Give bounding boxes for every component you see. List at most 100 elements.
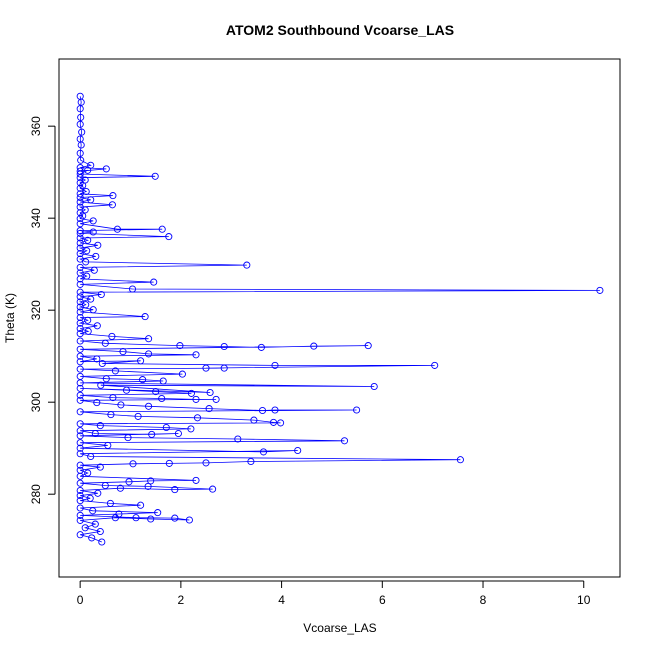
data-point (76, 227, 84, 235)
data-point (192, 351, 200, 359)
data-point (76, 337, 84, 345)
data-point (76, 427, 84, 435)
x-tick-label: 10 (577, 593, 591, 607)
data-point (234, 435, 242, 443)
data-point (596, 286, 604, 294)
data-point (88, 534, 96, 542)
data-point (340, 437, 349, 445)
data-point (76, 432, 84, 440)
data-point (116, 484, 124, 492)
data-point (96, 463, 104, 471)
data-point (106, 499, 114, 507)
data-point (176, 342, 184, 350)
data-point (84, 327, 92, 335)
data-point (87, 196, 95, 204)
data-point (93, 322, 101, 330)
data-point (158, 394, 166, 403)
data-point (243, 261, 251, 269)
data-point (111, 514, 119, 522)
data-point (76, 293, 84, 301)
data-point (76, 345, 84, 353)
data-point (76, 184, 84, 192)
chart-title: ATOM2 Southbound Vcoarse_LAS (226, 22, 454, 38)
data-point (165, 233, 173, 241)
data-point (206, 388, 214, 397)
data-point (76, 234, 84, 242)
data-point (132, 514, 140, 522)
data-point (76, 193, 84, 202)
data-point (76, 444, 84, 452)
data-point (76, 244, 84, 252)
data-point (76, 313, 84, 322)
data-point (145, 350, 153, 358)
data-point (104, 441, 112, 449)
data-point (137, 501, 145, 509)
data-point (84, 469, 92, 477)
data-point (76, 105, 84, 113)
data-point (257, 343, 265, 351)
data-point (150, 278, 158, 286)
data-point (89, 217, 97, 225)
data-point (109, 394, 117, 402)
data-point (76, 220, 84, 228)
data-point (76, 391, 84, 399)
data-point (187, 425, 195, 433)
data-point (76, 486, 84, 495)
data-point (171, 514, 179, 522)
data-point (108, 201, 116, 209)
data-point (109, 192, 117, 200)
data-point (82, 187, 90, 196)
data-point (107, 411, 115, 419)
data-point (171, 486, 179, 494)
data-point (431, 361, 439, 369)
data-point (77, 113, 85, 121)
data-point (187, 389, 195, 397)
data-point (456, 456, 464, 464)
data-point (77, 141, 85, 149)
plot-frame (58, 58, 621, 578)
data-point (87, 295, 95, 303)
data-point (101, 481, 109, 490)
data-point (247, 457, 255, 466)
data-point (76, 280, 84, 288)
data-point (294, 446, 302, 455)
data-point (86, 494, 94, 502)
data-point (145, 402, 153, 410)
data-point (144, 482, 152, 490)
data-point (76, 384, 84, 392)
data-point (76, 229, 84, 237)
data-point (115, 510, 123, 518)
data-point (76, 288, 84, 296)
data-point (134, 412, 142, 420)
x-axis-label: Vcoarse_LAS (303, 621, 376, 635)
data-point (94, 489, 102, 497)
data-point (76, 511, 84, 519)
data-point (353, 406, 361, 414)
data-point (76, 250, 84, 258)
data-point (76, 190, 84, 198)
data-point (271, 406, 279, 414)
data-point (97, 290, 105, 299)
data-point (209, 485, 217, 493)
data-point (76, 420, 84, 428)
data-point (76, 492, 84, 500)
data-point (90, 266, 98, 274)
data-point (220, 364, 228, 372)
data-point (145, 335, 153, 343)
data-point (76, 396, 84, 404)
data-point (147, 515, 155, 523)
x-tick-label: 2 (178, 593, 185, 607)
data-point (102, 375, 110, 383)
data-point (250, 416, 258, 424)
data-point (76, 275, 84, 283)
data-point (89, 507, 97, 515)
data-point (76, 439, 84, 447)
data-point (277, 419, 285, 427)
data-point (76, 239, 84, 247)
data-point (202, 364, 210, 372)
data-point (76, 358, 84, 366)
data-point (84, 166, 92, 174)
x-axis: 0 2 4 6 8 10 (77, 580, 591, 607)
